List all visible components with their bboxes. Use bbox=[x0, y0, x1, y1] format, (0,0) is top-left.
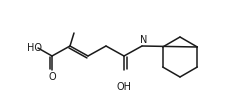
Text: O: O bbox=[48, 72, 56, 82]
Text: N: N bbox=[140, 35, 148, 45]
Text: OH: OH bbox=[117, 82, 131, 92]
Text: HO: HO bbox=[27, 43, 41, 53]
